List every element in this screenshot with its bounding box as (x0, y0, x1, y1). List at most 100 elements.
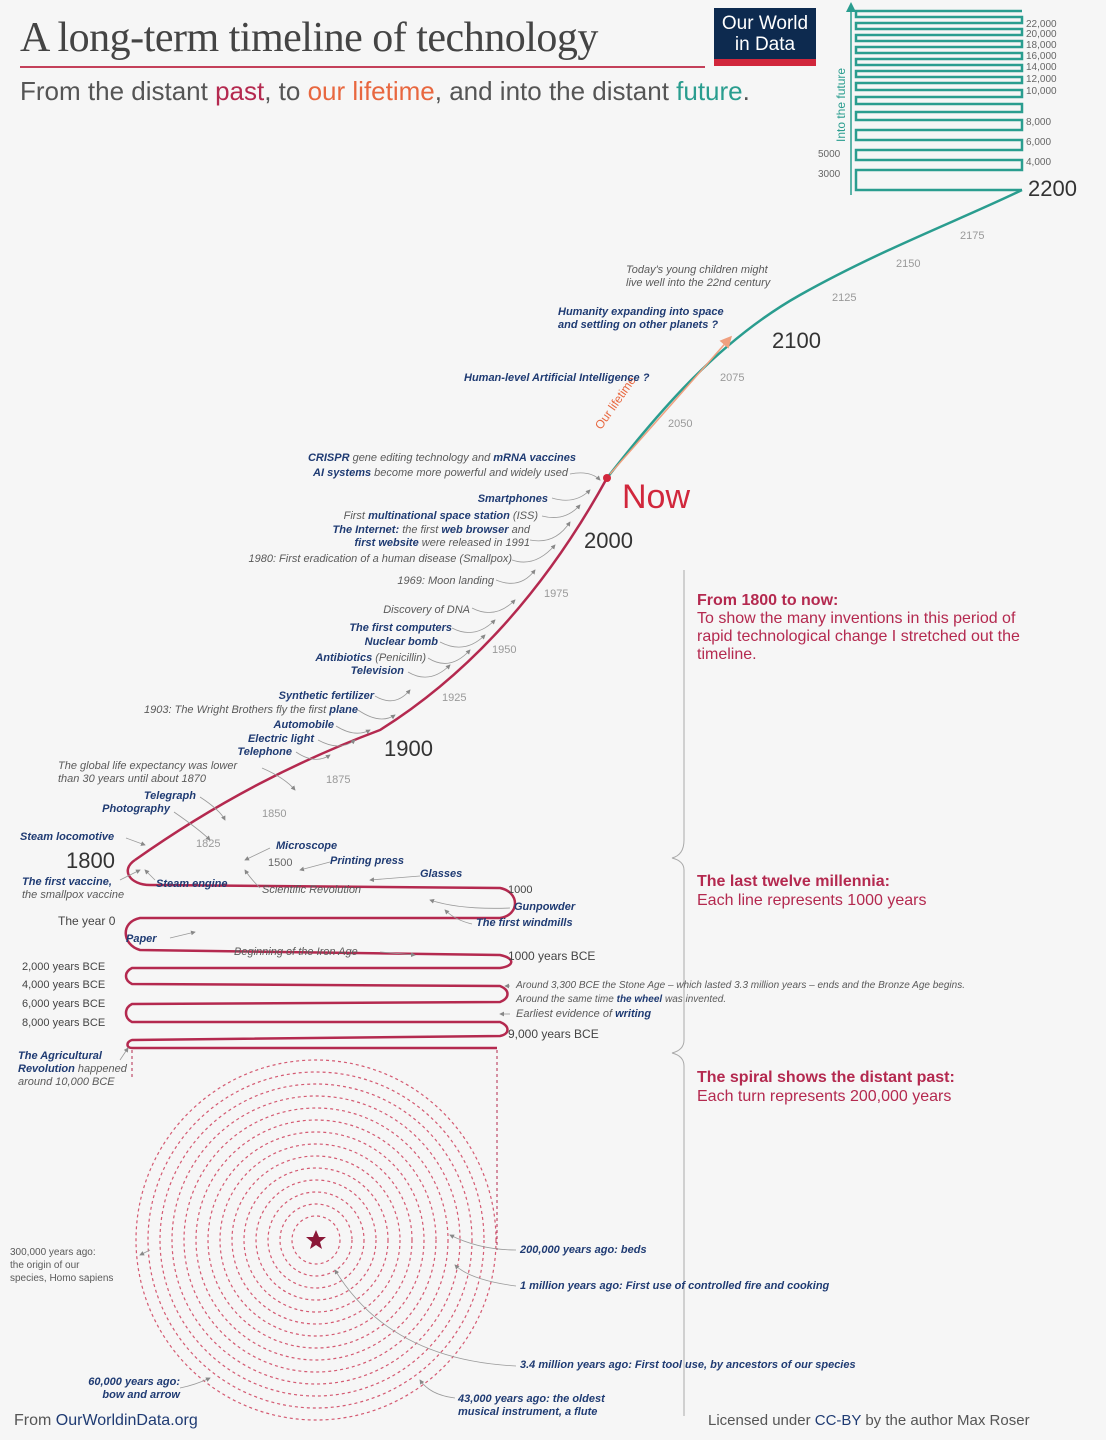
footer-source: From OurWorldinData.org (14, 1412, 198, 1430)
line: 43,000 years ago: the oldest (458, 1393, 605, 1405)
year-2150: 2150 (896, 258, 921, 270)
event-homo-sapiens: 300,000 years ago: the origin of our speci… (10, 1246, 113, 1285)
year-1000: 1000 (508, 884, 533, 896)
spiral-center-star (306, 1230, 326, 1249)
logo-red-bar (714, 59, 816, 66)
event-synthetic-fertilizer: Synthetic fertilizer (278, 690, 374, 702)
year-2050: 2050 (668, 418, 693, 430)
logo-line-1: Our World (721, 13, 809, 34)
year-1825: 1825 (196, 838, 221, 850)
event-smartphones: Smartphones (477, 493, 548, 505)
year-1950: 1950 (492, 644, 517, 656)
event-steam-engine: Steam engine (156, 878, 228, 890)
event-ai-systems: AI systems become more powerful and wide… (313, 467, 568, 480)
line: species, Homo sapiens (10, 1273, 114, 1284)
text: 1903: The Wright Brothers fly the first (144, 704, 330, 716)
event-dna: Discovery of DNA (383, 604, 470, 616)
event-photography: Photography (102, 803, 170, 815)
subtitle-part: From the distant (20, 76, 216, 106)
future-tick: 6,000 (1026, 137, 1052, 148)
text: (Penicillin) (372, 652, 426, 664)
section-spiral-heading: The spiral shows the distant past: (697, 1069, 955, 1086)
year-0: The year 0 (58, 914, 116, 928)
line: and settling on other planets ? (558, 319, 719, 331)
event-windmills: The first windmills (476, 917, 573, 930)
line: than 30 years until about 1870 (58, 773, 207, 785)
future-tick: 5000 (818, 149, 841, 160)
future-tick: 3000 (818, 169, 841, 180)
bold: multinational space station (368, 510, 510, 522)
year-2100: 2100 (772, 328, 821, 353)
owid-logo[interactable]: Our World in Data (714, 8, 816, 66)
line: live well into the 22nd century (626, 277, 771, 289)
bold: Revolution (18, 1063, 75, 1075)
year-2000-bce: 2,000 years BCE (22, 961, 106, 973)
section-spiral-text: Each turn represents 200,000 years (697, 1088, 952, 1105)
millennia-zigzag (124, 858, 517, 1050)
line: The global life expectancy was lower (58, 760, 238, 772)
event-steam-locomotive: Steam locomotive (20, 831, 115, 843)
bold: Antibiotics (315, 652, 373, 664)
text: From (14, 1412, 56, 1429)
event-electric-light: Electric light (247, 733, 314, 745)
event-first-tool-use: 3.4 million years ago: First tool use, b… (520, 1359, 856, 1371)
bold: plane (329, 704, 358, 716)
text: Around the same time (516, 994, 617, 1005)
event-gunpowder: Gunpowder (514, 901, 576, 913)
future-tick: 8,000 (1026, 117, 1052, 128)
subtitle-future: future (676, 76, 743, 106)
source-link[interactable]: OurWorldinData.org (55, 1412, 198, 1429)
now-marker: Now (622, 478, 691, 516)
event-wright-brothers: 1903: The Wright Brothers fly the first … (144, 704, 358, 717)
bold: The first vaccine, (22, 876, 112, 888)
year-1800: 1800 (66, 848, 115, 873)
line: 300,000 years ago: (10, 1247, 96, 1258)
subtitle-part: . (742, 76, 750, 106)
bold: The Internet: (332, 524, 400, 536)
event-controlled-fire: 1 million years ago: First use of contro… (520, 1280, 830, 1292)
year-8000-bce: 8,000 years BCE (22, 1017, 106, 1029)
bold: web browser (441, 524, 509, 536)
subtitle-lifetime: our lifetime (307, 76, 435, 106)
page-title: A long-term timeline of technology (20, 15, 598, 61)
event-iss: First multinational space station (ISS) (344, 510, 538, 523)
year-4000-bce: 4,000 years BCE (22, 979, 106, 991)
distant-past-spiral (135, 1059, 497, 1421)
event-writing: Earliest evidence of writing (516, 1008, 651, 1021)
event-moon-landing: 1969: Moon landing (397, 575, 494, 587)
bold: mRNA vaccines (493, 452, 576, 464)
event-life-expectancy: The global life expectancy was lower than… (58, 760, 237, 786)
page-subtitle: From the distant past, to our lifetime, … (20, 76, 750, 107)
subtitle-past: past (215, 76, 265, 106)
event-microscope: Microscope (276, 840, 338, 852)
year-2175: 2175 (960, 230, 985, 242)
year-1000-bce: 1000 years BCE (508, 949, 596, 963)
event-telegraph: Telegraph (143, 790, 196, 802)
line: musical instrument, a flute (458, 1406, 598, 1418)
year-2200: 2200 (1028, 176, 1077, 201)
event-iron-age: Beginning of the Iron Age (234, 946, 358, 958)
year-1850: 1850 (262, 808, 287, 820)
logo-line-2: in Data (734, 34, 796, 55)
past-curve (134, 477, 609, 862)
license-link[interactable]: CC-BY (814, 1412, 862, 1429)
annotation-arrows (119, 472, 601, 1399)
line: the origin of our (10, 1260, 80, 1271)
future-curve (606, 188, 1023, 479)
year-2000: 2000 (584, 528, 633, 553)
text: was invented. (662, 994, 727, 1005)
future-zigzag (854, 9, 1024, 192)
section-1800-heading: From 1800 to now: (697, 592, 839, 609)
event-first-vaccine: The first vaccine, the smallpox vaccine (22, 876, 124, 902)
text: happened (74, 1063, 127, 1075)
event-wheel: Around the same time the wheel was inven… (516, 993, 726, 1006)
future-tick: 18,000 (1026, 40, 1057, 51)
text: First (343, 510, 369, 522)
year-1900: 1900 (384, 736, 433, 761)
year-9000-bce: 9,000 years BCE (508, 1027, 599, 1041)
bold: CRISPR (307, 452, 350, 464)
event-flute: 43,000 years ago: the oldest musical inst… (458, 1393, 605, 1419)
year-1975: 1975 (544, 588, 569, 600)
year-2125: 2125 (832, 292, 857, 304)
